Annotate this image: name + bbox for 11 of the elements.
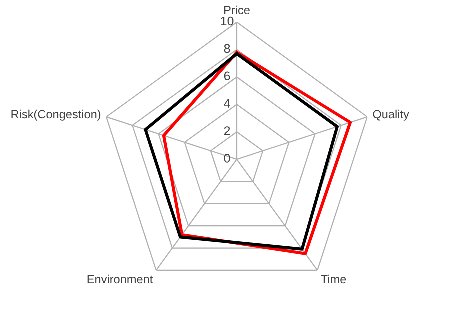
spoke-label: Quality	[373, 110, 410, 121]
spoke-label: Time	[321, 274, 346, 284]
y-tick-label: 10	[221, 16, 234, 26]
spoke-label: Risk(Congestion)	[12, 110, 101, 121]
y-tick-label: 4	[224, 99, 230, 108]
spoke-label: Price	[224, 6, 250, 15]
spoke-label: Environment	[88, 274, 154, 284]
y-tick-label: 2	[224, 126, 230, 136]
y-tick-label: 0	[224, 154, 230, 163]
y-tick-label: 6	[224, 72, 230, 81]
y-tick-label: 8	[224, 44, 230, 54]
